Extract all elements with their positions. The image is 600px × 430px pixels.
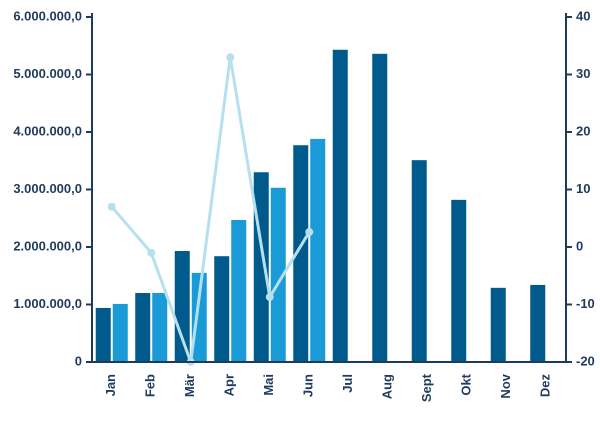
bar — [253, 172, 269, 362]
bar — [490, 287, 506, 362]
line-point — [147, 248, 156, 257]
bar — [231, 219, 247, 362]
x-tick-label: Okt — [459, 373, 474, 395]
x-tick-label: Aug — [380, 374, 395, 399]
y2-tick-label: 10 — [576, 181, 590, 196]
x-tick-label: Jun — [301, 374, 316, 397]
bar — [451, 199, 467, 362]
x-tick-label: Dez — [538, 374, 553, 398]
bar — [135, 293, 151, 362]
y-tick-label: 4.000.000,0 — [13, 123, 82, 138]
bar — [214, 256, 230, 362]
x-tick-label: Sept — [419, 373, 434, 402]
line-point — [226, 53, 235, 62]
y-tick-label: 1.000.000,0 — [13, 296, 82, 311]
x-tick-label: Nov — [498, 373, 513, 398]
y2-tick-label: 30 — [576, 66, 590, 81]
y-tick-label: 3.000.000,0 — [13, 181, 82, 196]
bar — [95, 307, 111, 362]
x-tick-label: Apr — [222, 374, 237, 396]
line-point — [265, 293, 274, 302]
bar — [293, 145, 309, 362]
y-tick-label: 0 — [75, 353, 82, 368]
y-tick-label: 5.000.000,0 — [13, 66, 82, 81]
bar — [332, 49, 348, 363]
y2-tick-label: 20 — [576, 123, 590, 138]
x-tick-label: Jan — [103, 374, 118, 396]
bar — [411, 160, 427, 362]
x-tick-label: Mär — [182, 374, 197, 397]
bar — [191, 272, 207, 362]
y-tick-label: 2.000.000,0 — [13, 238, 82, 253]
x-tick-label: Feb — [143, 374, 158, 397]
y2-tick-label: -20 — [576, 353, 595, 368]
bar — [152, 293, 168, 362]
y-tick-label: 6.000.000,0 — [13, 8, 82, 23]
bar — [530, 284, 546, 362]
bar — [174, 251, 190, 362]
line-point — [305, 228, 314, 237]
y2-tick-label: -10 — [576, 296, 595, 311]
bar — [112, 303, 128, 362]
line-point — [107, 202, 116, 211]
line — [110, 57, 311, 363]
bar — [310, 138, 326, 362]
y2-tick-label: 40 — [576, 8, 590, 23]
y2-tick-label: 0 — [576, 238, 583, 253]
bar — [372, 53, 388, 363]
x-tick-label: Mai — [261, 374, 276, 396]
x-tick-label: Jul — [340, 374, 355, 393]
bar — [270, 187, 286, 362]
